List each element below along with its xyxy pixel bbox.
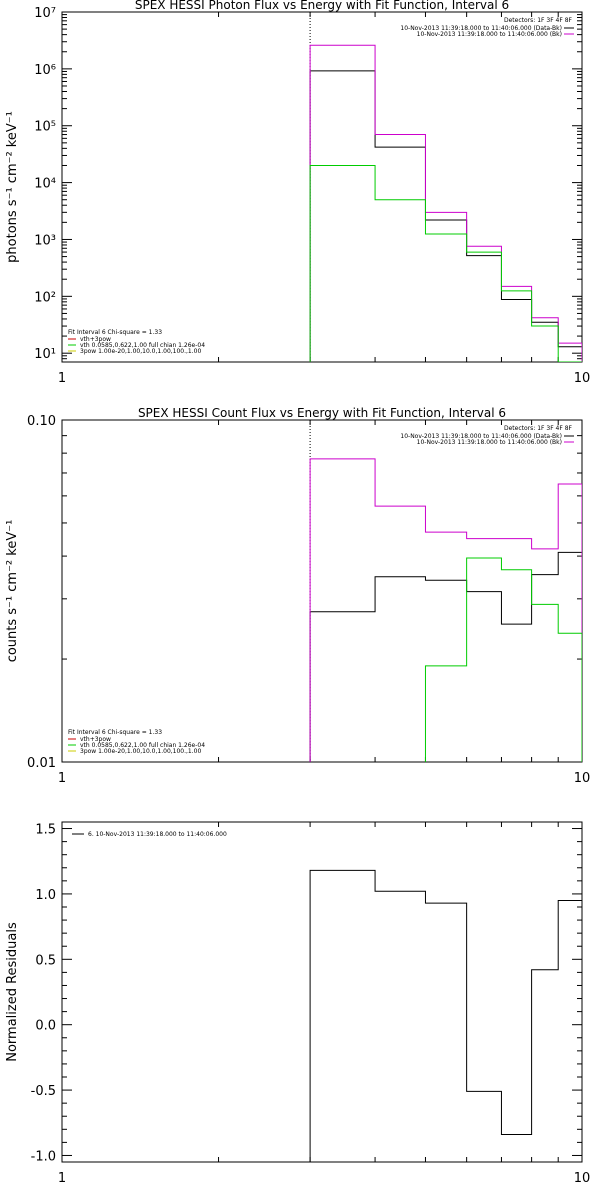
legend-entry: 10-Nov-2013 11:39:18.000 to 11:40:06.000… [417, 31, 562, 38]
legend-entry: 10-Nov-2013 11:39:18.000 to 11:40:06.000… [400, 433, 562, 440]
fit-legend-entry: 3pow 1.00e-20,1.00,10.0,1.00,100.,1.00 [80, 748, 201, 755]
fit-legend-header: Fit Interval 6 Chi-square = 1.33 [68, 729, 162, 736]
x-tick-label: 1 [58, 371, 66, 386]
y-axis-label: Normalized Residuals [5, 922, 20, 1062]
x-tick-label: 10 [574, 1171, 591, 1186]
y-tick-label: 10⁵ [34, 120, 56, 135]
y-tick-label: 10¹ [34, 347, 56, 362]
series-data-bk [309, 70, 582, 362]
fit-legend-entry: 3pow 1.00e-20,1.00,10.0,1.00,100.,1.00 [80, 348, 201, 355]
x-tick-label: 10 [574, 371, 591, 386]
y-tick-label: 10³ [34, 233, 56, 248]
x-tick-label: 10 [574, 771, 591, 786]
fit-legend-entry: vth 0.0585,0.622,1.00 full chian 1.26e-0… [80, 342, 205, 349]
y-tick-label: 0.01 [27, 756, 56, 771]
plot-frame [61, 11, 583, 363]
y-tick-label: 0.5 [35, 953, 56, 968]
fit-legend-entry: vth 0.0585,0.622,1.00 full chian 1.26e-0… [80, 742, 205, 749]
x-tick-label: 1 [58, 771, 66, 786]
plot-frame [61, 419, 583, 763]
y-axis-label: photons s⁻¹ cm⁻² keV⁻¹ [5, 111, 20, 263]
fit-legend-entry: vth+3pow [80, 736, 111, 743]
y-tick-label: 1.5 [35, 823, 56, 838]
legend-header: Detectors: 1F 3F 4F 8F [504, 17, 573, 24]
plot-frame [61, 821, 583, 1163]
y-tick-label: 1.0 [35, 888, 56, 903]
x-tick-label: 1 [58, 1171, 66, 1186]
y-tick-label: 10⁶ [34, 63, 56, 78]
chart-title: SPEX HESSI Count Flux vs Energy with Fit… [138, 406, 506, 420]
chart-title: SPEX HESSI Photon Flux vs Energy with Fi… [135, 0, 509, 12]
legend-entry: 10-Nov-2013 11:39:18.000 to 11:40:06.000… [400, 25, 562, 32]
y-tick-label: 10⁴ [34, 177, 56, 192]
series-vth [309, 164, 582, 362]
y-tick-label: 0.10 [27, 414, 56, 429]
series-bk [309, 458, 582, 762]
legend-entry: 10-Nov-2013 11:39:18.000 to 11:40:06.000… [417, 439, 562, 446]
y-axis-label: counts s⁻¹ cm⁻² keV⁻¹ [5, 520, 20, 663]
legend-entry: 6. 10-Nov-2013 11:39:18.000 to 11:40:06.… [88, 831, 227, 838]
y-tick-label: -1.0 [31, 1149, 56, 1164]
fit-legend-entry: vth+3pow [80, 336, 111, 343]
y-tick-label: 0.0 [35, 1019, 56, 1034]
y-tick-label: 10² [34, 290, 56, 305]
y-tick-label: 10⁷ [34, 6, 56, 21]
chart-3: 1 10 -1.0 -0.5 0.0 0.5 1.0 1.5 Normalized Residu… [5, 821, 591, 1186]
y-tick-label: -0.5 [31, 1084, 56, 1099]
chart-1: SPEX HESSI Photon Flux vs Energy with Fi… [5, 0, 590, 386]
legend-header: Detectors: 1F 3F 4F 8F [504, 425, 573, 432]
series-vth [424, 557, 582, 762]
series-bk [309, 44, 582, 362]
series-data-bk [309, 551, 582, 762]
chart-2: SPEX HESSI Count Flux vs Energy with Fit… [5, 406, 590, 786]
series-residuals [309, 869, 582, 1162]
fit-legend-header: Fit Interval 6 Chi-square = 1.33 [68, 329, 162, 336]
